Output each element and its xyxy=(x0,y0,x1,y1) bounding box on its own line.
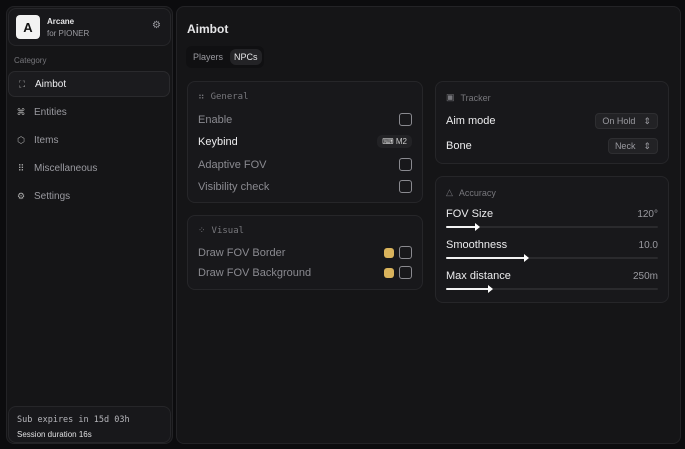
cube-icon: ⬡ xyxy=(17,134,25,145)
tab-players[interactable]: Players xyxy=(193,52,224,62)
slider-label: FOV Size xyxy=(446,208,494,220)
slider-thumb[interactable] xyxy=(487,285,493,293)
subscription-card: Sub expires in 15d 03h Session duration … xyxy=(8,406,171,443)
enable-checkbox[interactable] xyxy=(399,113,412,126)
settings-gear-icon[interactable]: ⚙ xyxy=(152,20,161,31)
bone-value: Neck xyxy=(614,141,636,151)
visibility-check-label: Visibility check xyxy=(198,180,270,193)
app-name: Arcane xyxy=(47,17,75,26)
slider-track[interactable] xyxy=(446,223,658,231)
chevron-updown-icon: ⇕ xyxy=(643,115,651,126)
aim-mode-value: On Hold xyxy=(602,116,636,126)
adaptive-fov-checkbox[interactable] xyxy=(399,158,412,171)
fov-background-checkbox[interactable] xyxy=(399,266,412,279)
visual-icon: ⁘ xyxy=(198,226,206,236)
slider-fill xyxy=(446,226,478,228)
keybind-button[interactable]: ⌨ M2 xyxy=(377,135,412,148)
app-subtitle: for PIONER xyxy=(47,29,90,38)
slider-label: Max distance xyxy=(446,270,511,282)
sidebar-item-label: Miscellaneous xyxy=(34,162,98,174)
slider-value: 10.0 xyxy=(638,239,658,251)
sidebar-item-aimbot[interactable]: ⛶ Aimbot xyxy=(8,71,170,97)
general-title: General xyxy=(210,92,249,102)
visibility-check-checkbox[interactable] xyxy=(399,180,412,193)
slider-value: 120° xyxy=(637,208,658,220)
slider-thumb[interactable] xyxy=(523,254,529,262)
keyboard-icon: ⌨ xyxy=(382,137,396,146)
adaptive-fov-label: Adaptive FOV xyxy=(198,158,267,171)
sidebar-item-settings[interactable]: ⚙ Settings xyxy=(8,183,170,209)
fov-border-color-swatch[interactable] xyxy=(384,247,394,258)
tracker-card: ▣ Tracker Aim mode On Hold ⇕ Bone Neck ⇕ xyxy=(435,81,669,164)
keybind-value: M2 xyxy=(395,137,407,146)
fov-border-checkbox[interactable] xyxy=(399,246,412,259)
fov-border-label: Draw FOV Border xyxy=(198,246,286,259)
slider-label: Smoothness xyxy=(446,239,508,251)
chevron-updown-icon: ⇕ xyxy=(643,140,651,151)
category-label: Category xyxy=(14,56,47,65)
bone-label: Bone xyxy=(446,140,472,152)
tab-npcs[interactable]: NPCs xyxy=(230,49,262,65)
crosshair-icon: ⛶ xyxy=(18,78,26,89)
fov-background-label: Draw FOV Background xyxy=(198,266,312,279)
slider-fill xyxy=(446,288,491,290)
slider-fill xyxy=(446,257,527,259)
entities-icon: ⌘ xyxy=(16,106,26,117)
aim-mode-select[interactable]: On Hold ⇕ xyxy=(595,113,658,129)
sidebar-item-entities[interactable]: ⌘ Entities xyxy=(8,99,170,125)
general-icon: ⠶ xyxy=(198,92,205,102)
enable-label: Enable xyxy=(198,113,233,126)
gear-icon: ⚙ xyxy=(16,190,26,201)
sidebar-item-label: Settings xyxy=(34,190,71,202)
fov-background-color-swatch[interactable] xyxy=(384,267,394,278)
slider-track[interactable] xyxy=(446,285,658,293)
sub-expiry: Sub expires in 15d 03h xyxy=(17,415,130,425)
tracker-title: Tracker xyxy=(460,92,491,103)
accuracy-card: △ Accuracy FOV Size 120° Smoothness 10.0 Ma… xyxy=(435,176,669,303)
tab-bar: Players NPCs xyxy=(186,46,264,68)
page-title: Aimbot xyxy=(187,22,229,36)
sidebar-item-label: Aimbot xyxy=(35,78,67,90)
keybind-label: Keybind xyxy=(198,135,238,148)
slider-value: 250m xyxy=(632,270,658,282)
bone-select[interactable]: Neck ⇕ xyxy=(607,138,658,154)
sidebar-item-miscellaneous[interactable]: ⠿ Miscellaneous xyxy=(8,155,170,181)
session-duration: Session duration 16s xyxy=(17,430,92,439)
app-header-card: A Arcane for PIONER ⚙ xyxy=(8,8,171,46)
sidebar-item-items[interactable]: ⬡ Items xyxy=(8,127,170,153)
sidebar-item-label: Entities xyxy=(34,106,67,118)
general-card: ⠶ General Enable Keybind ⌨ M2 Adaptive FOV… xyxy=(187,81,423,203)
visual-title: Visual xyxy=(211,226,245,236)
sidebar-item-label: Items xyxy=(34,134,59,146)
grid-icon: ⠿ xyxy=(17,162,25,173)
tracker-icon: ▣ xyxy=(446,92,455,102)
triangle-icon: △ xyxy=(446,187,453,197)
aim-mode-label: Aim mode xyxy=(446,115,496,127)
accuracy-title: Accuracy xyxy=(458,187,496,198)
slider-track[interactable] xyxy=(446,254,658,262)
app-logo: A xyxy=(16,15,40,39)
slider-thumb[interactable] xyxy=(474,223,480,231)
visual-card: ⁘ Visual Draw FOV Border Draw FOV Backgro… xyxy=(187,215,423,290)
